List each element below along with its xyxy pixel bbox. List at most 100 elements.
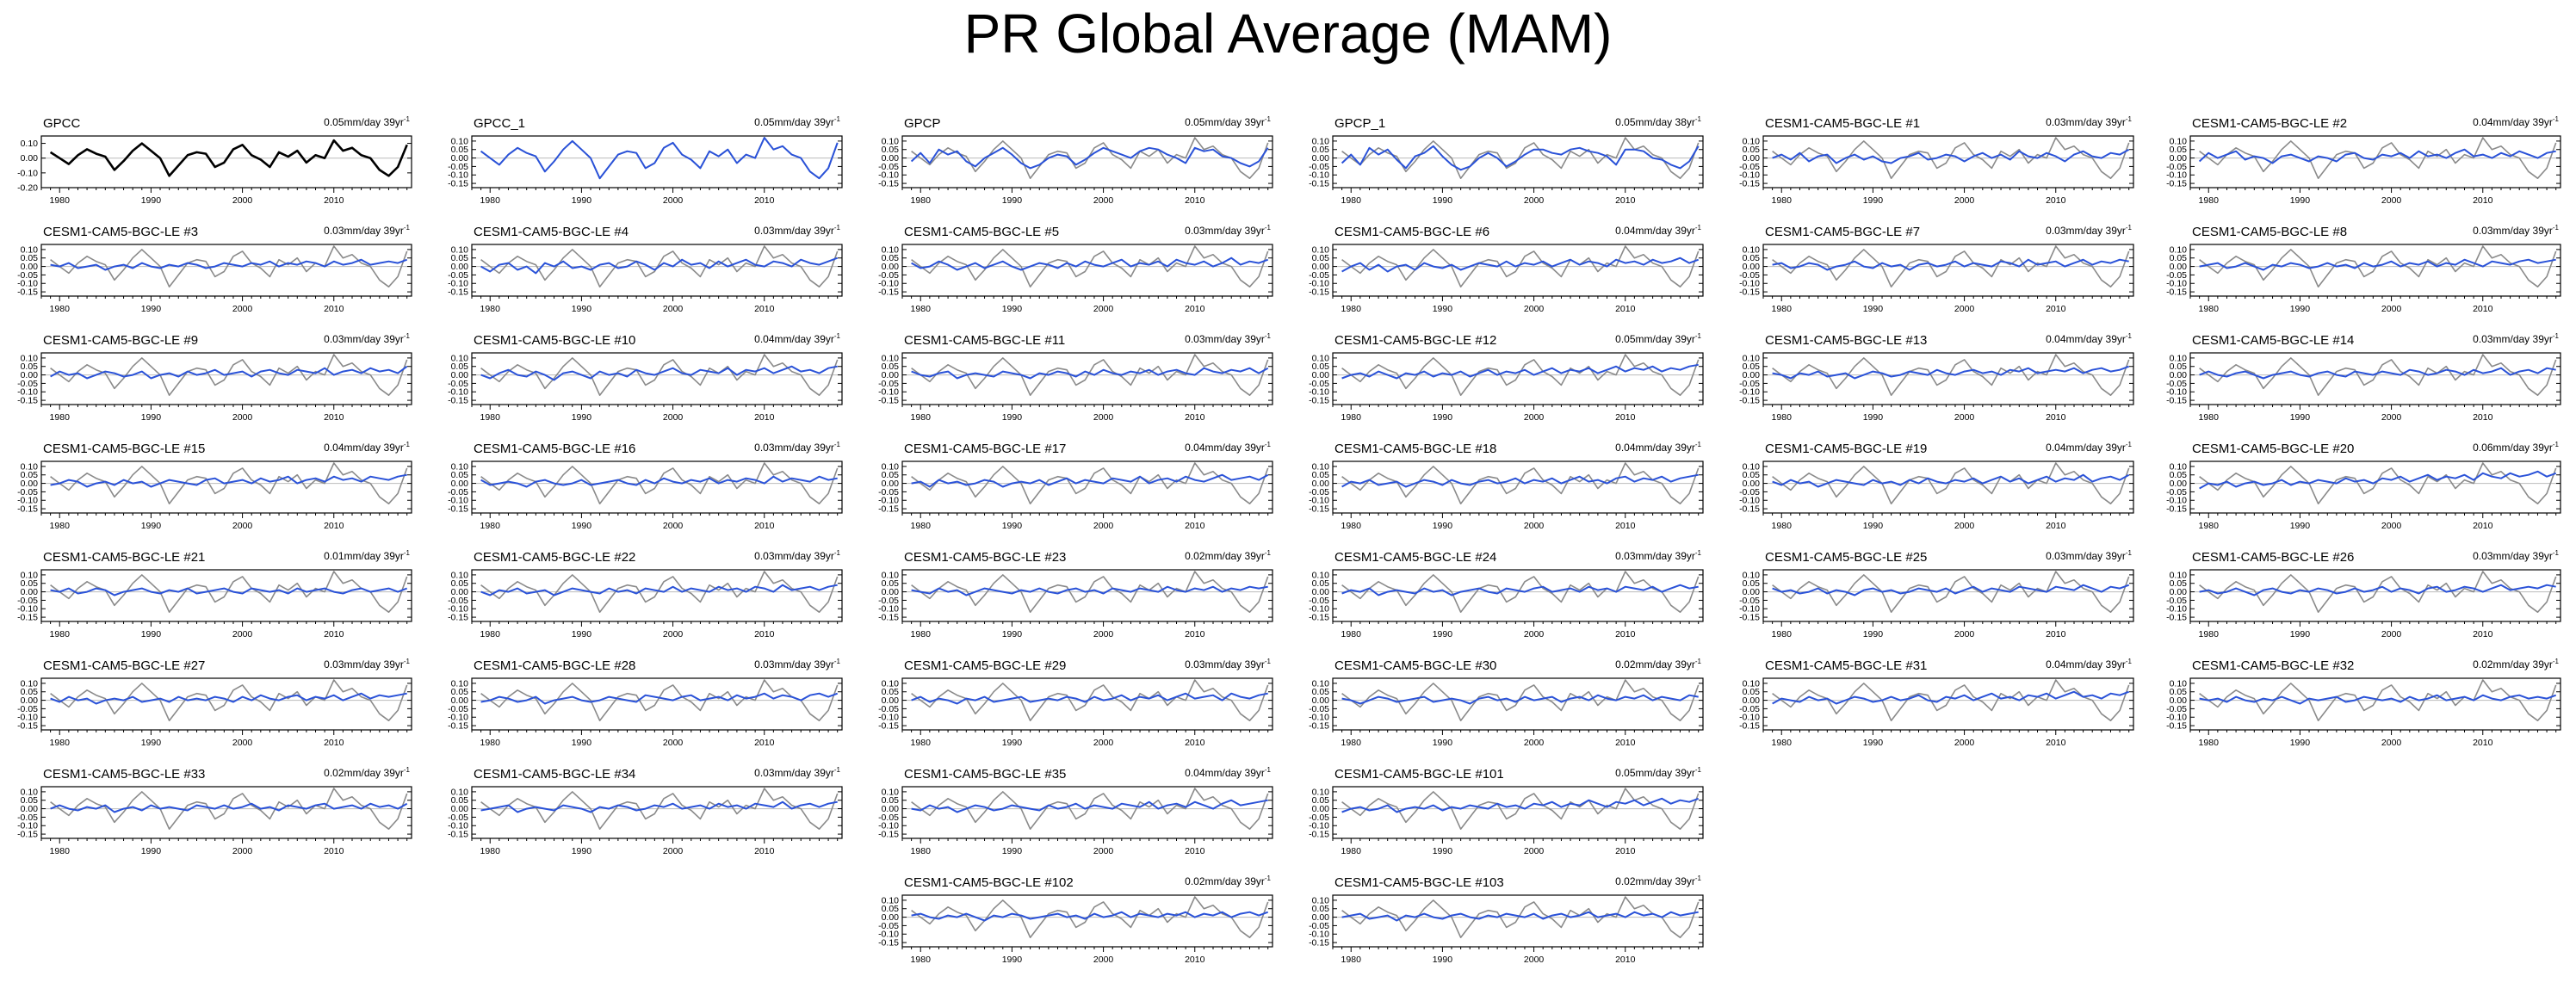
y-tick-label: -0.10 [1739,387,1760,398]
y-tick-label: -0.10 [2166,170,2187,181]
x-tick-label: 2010 [754,629,775,640]
panel-title: CESM1-CAM5-BGC-LE #5 [904,225,1059,239]
x-tick-label: 2010 [1185,412,1205,423]
series-line-reference [1341,571,1700,613]
y-tick-label: -0.10 [878,713,899,723]
plot-frame [40,786,412,839]
y-tick-label: -0.15 [878,721,899,732]
panel-title: CESM1-CAM5-BGC-LE #8 [2192,225,2347,239]
y-tick-label: 0.05 [21,687,39,697]
panel-title: CESM1-CAM5-BGC-LE #29 [904,658,1066,673]
plot-frame [2189,677,2561,731]
y-tick-label: 0.10 [2170,570,2188,580]
y-tick-label: 0.00 [1743,262,1761,272]
x-tick-label: 2010 [1185,195,1205,206]
chart-panel: CESM1-CAM5-BGC-LE #28 0.03mm/day 39yr-1 -0… [430,654,861,770]
x-tick-label: 2000 [2381,629,2402,640]
y-tick-label: -0.10 [1309,930,1329,940]
series-line-model [50,365,408,380]
chart-panel: CESM1-CAM5-BGC-LE #19 0.04mm/day 39yr-1 -0… [1722,437,2152,553]
x-tick-label: 2010 [1615,195,1636,206]
x-tick-label: 2000 [232,521,253,531]
x-tick-label: 1980 [1772,629,1793,640]
x-tick-label: 2010 [2046,738,2066,748]
series-line-reference [480,571,839,613]
y-tick-label: -0.05 [878,487,899,498]
y-tick-label: 0.00 [2170,370,2188,380]
x-tick-label: 1990 [1863,304,1884,314]
x-tick-label: 1980 [2199,521,2220,531]
panel-title: CESM1-CAM5-BGC-LE #35 [904,767,1066,782]
series-line-model [480,365,838,381]
y-tick-label: -0.10 [1309,604,1329,615]
y-tick-label: -0.15 [878,179,899,189]
y-tick-label: 0.05 [882,687,900,697]
panel-title: CESM1-CAM5-BGC-LE #3 [43,225,198,239]
panel-trend-label: 0.03mm/day 39yr-1 [1615,549,1701,562]
x-tick-label: 1990 [1433,195,1453,206]
x-tick-label: 2000 [663,738,684,748]
panel-title: GPCP_1 [1334,116,1385,131]
x-tick-label: 2010 [2046,304,2066,314]
x-tick-label: 1990 [1433,846,1453,856]
x-tick-label: 2000 [1524,738,1545,748]
plot-frame [1762,352,2134,405]
y-tick-label: -0.05 [2166,270,2187,281]
x-tick-label: 1990 [1002,846,1023,856]
x-tick-label: 1980 [911,629,932,640]
y-tick-label: -0.15 [878,938,899,949]
y-tick-label: 0.05 [2170,253,2188,263]
plot-frame [1332,894,1704,948]
plot-frame [471,352,843,405]
y-tick-label: -0.10 [2166,496,2187,506]
y-tick-label: -0.15 [2166,721,2187,732]
chart-panel: CESM1-CAM5-BGC-LE #8 0.03mm/day 39yr-1 -0.… [2149,220,2576,337]
panel-title: GPCC_1 [474,116,525,131]
x-tick-label: 1980 [480,629,501,640]
x-tick-label: 2000 [1093,304,1114,314]
panel-plot: CESM1-CAM5-BGC-LE #4 0.03mm/day 39yr-1 -0.… [448,224,843,314]
y-tick-label: 0.10 [451,353,469,363]
x-tick-label: 2000 [232,738,253,748]
panel-trend-label: 0.01mm/day 39yr-1 [324,549,410,562]
y-tick-label: 0.05 [21,795,39,806]
y-tick-label: 0.10 [451,461,469,472]
x-tick-label: 1990 [2290,521,2311,531]
y-tick-label: 0.00 [882,153,900,164]
x-tick-label: 2010 [1615,846,1636,856]
y-tick-label: 0.10 [882,461,900,472]
y-tick-label: 0.10 [21,570,39,580]
panel-plot: CESM1-CAM5-BGC-LE #17 0.04mm/day 39yr-1 -0… [878,441,1273,531]
panel-trend-label: 0.04mm/day 39yr-1 [2046,658,2132,671]
y-tick-label: -0.15 [1739,504,1760,515]
chart-panel: CESM1-CAM5-BGC-LE #20 0.06mm/day 39yr-1 -0… [2149,437,2576,553]
panel-trend-label: 0.03mm/day 39yr-1 [1185,658,1271,671]
series-line-model [2199,258,2556,271]
y-tick-label: -0.10 [878,279,899,289]
series-line-model [480,475,838,488]
x-tick-label: 1980 [1772,521,1793,531]
y-tick-label: -0.10 [448,604,468,615]
plot-frame [1332,569,1704,622]
x-tick-label: 2000 [1524,629,1545,640]
y-tick-label: -0.05 [17,270,38,281]
y-tick-label: -0.05 [2166,596,2187,606]
y-tick-label: -0.10 [1309,821,1329,831]
y-tick-label: -0.15 [878,396,899,406]
x-tick-label: 1990 [1863,195,1884,206]
panel-trend-label: 0.02mm/day 39yr-1 [324,766,410,779]
chart-panel: CESM1-CAM5-BGC-LE #16 0.03mm/day 39yr-1 -0… [430,437,861,553]
series-line-model [1341,911,1699,922]
y-tick-label: 0.00 [882,262,900,272]
x-tick-label: 2000 [2381,412,2402,423]
y-tick-label: -0.15 [448,721,468,732]
x-tick-label: 2000 [1524,304,1545,314]
panel-title: CESM1-CAM5-BGC-LE #20 [2192,442,2354,456]
x-tick-label: 2010 [324,629,344,640]
series-line-model [2199,367,2556,380]
y-tick-label: -0.05 [878,379,899,389]
y-tick-label: 0.05 [882,795,900,806]
x-tick-label: 1990 [2290,629,2311,640]
x-tick-label: 2000 [1954,521,1975,531]
x-tick-label: 1980 [2199,629,2220,640]
